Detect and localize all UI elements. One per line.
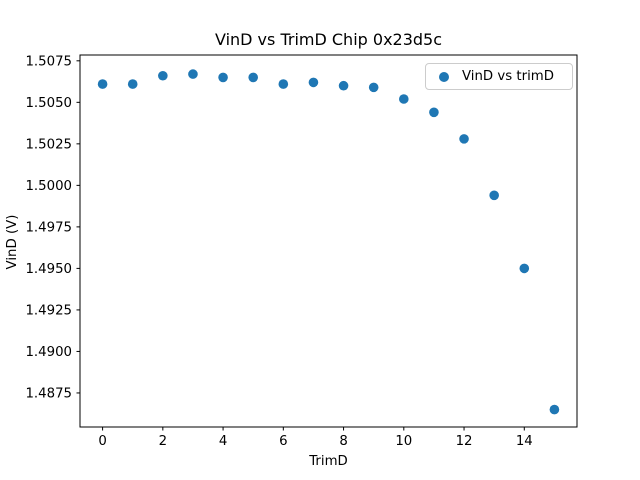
data-point <box>218 72 228 83</box>
data-point <box>459 134 469 144</box>
legend: VinD vs trimD <box>425 63 573 90</box>
data-point <box>338 80 349 91</box>
y-tick-label: 1.5075 <box>25 55 72 70</box>
data-point <box>127 79 138 89</box>
x-tick-label: 14 <box>516 434 533 449</box>
x-tick-label: 6 <box>279 434 287 449</box>
data-point <box>549 404 560 415</box>
x-tick-label: 8 <box>339 434 347 449</box>
x-tick-label: 10 <box>395 434 412 449</box>
data-point <box>399 94 409 104</box>
y-tick-label: 1.4925 <box>25 304 72 319</box>
y-tick-label: 1.4950 <box>25 262 72 277</box>
data-point <box>158 70 168 81</box>
x-tick-label: 12 <box>456 434 473 449</box>
data-point <box>188 69 198 79</box>
x-tick-label: 2 <box>159 434 167 449</box>
x-tick-label: 0 <box>98 434 106 449</box>
y-tick-label: 1.5000 <box>25 179 72 194</box>
x-axis-label: TrimD <box>309 454 348 469</box>
legend-label: VinD vs trimD <box>462 69 554 84</box>
data-point <box>308 77 319 88</box>
data-point <box>97 79 108 89</box>
data-point <box>368 82 379 93</box>
y-tick-label: 1.4875 <box>25 387 72 402</box>
legend-marker-icon <box>439 71 449 82</box>
y-tick-label: 1.4975 <box>25 221 72 236</box>
data-point <box>519 263 530 274</box>
data-point <box>489 190 499 201</box>
y-tick-label: 1.4900 <box>25 345 72 360</box>
data-point <box>429 107 439 118</box>
data-point <box>278 79 289 89</box>
y-tick-label: 1.5025 <box>25 138 72 153</box>
chart-title: VinD vs TrimD Chip 0x23d5c <box>214 30 443 49</box>
x-tick-label: 4 <box>219 434 227 449</box>
data-point <box>248 72 258 83</box>
axes-frame <box>79 54 578 428</box>
y-tick-label: 1.5050 <box>25 96 72 111</box>
